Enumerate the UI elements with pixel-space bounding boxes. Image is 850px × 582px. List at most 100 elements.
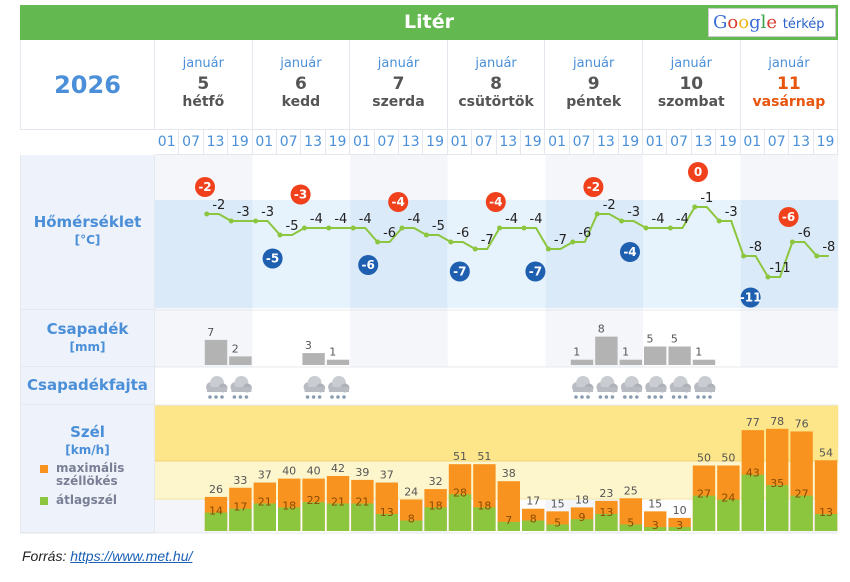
wind-avg-value: 13: [599, 506, 613, 519]
day-month: január: [377, 56, 420, 71]
hour-label: 01: [545, 130, 570, 155]
precip-label: Csapadék [mm]: [20, 310, 155, 367]
snow-cloud-icon: [206, 376, 228, 399]
snowflake-icon: [610, 395, 615, 399]
wind-gust-value: 76: [795, 417, 809, 430]
temperature-value: -7: [481, 233, 494, 248]
google-map-link[interactable]: Google térkép: [708, 8, 836, 37]
wind-avg-bar: [790, 495, 813, 531]
max-temp-value: -6: [782, 210, 795, 224]
wind-gust-value: 15: [551, 497, 565, 510]
hour-label: 01: [350, 130, 375, 155]
day-month: január: [573, 56, 615, 71]
temperature-line: [206, 206, 829, 278]
precip-value: 1: [622, 346, 629, 359]
hour-label: 01: [252, 130, 277, 155]
temperature-value: -7: [554, 233, 567, 248]
location-title: Litér: [20, 5, 838, 40]
snowflake-icon: [623, 395, 627, 399]
cloud-part: [573, 387, 593, 392]
snow-cloud-icon: [230, 376, 252, 399]
max-temp-value: -4: [392, 195, 405, 209]
hour-label: 19: [521, 130, 546, 155]
temperature-value: -4: [530, 212, 543, 227]
snowflake-icon: [580, 395, 584, 399]
snowflake-icon: [671, 395, 676, 399]
wind-gust-value: 25: [624, 484, 638, 497]
temperature-value: -6: [383, 226, 396, 241]
wind-gust-value: 33: [233, 474, 247, 487]
max-temp-badge: [485, 192, 506, 212]
wind-avg-value: 43: [746, 467, 760, 480]
below-zero-band: [447, 200, 546, 308]
wind-avg-value: 18: [477, 499, 491, 512]
snowflake-icon: [214, 395, 218, 399]
wind-avg-bar: [766, 485, 789, 531]
wind-gust-value: 32: [429, 475, 443, 488]
max-temp-value: 0: [694, 165, 702, 179]
wind-avg-value: 3: [676, 519, 683, 532]
wind-gust-value: 51: [453, 450, 467, 463]
precip-value: 1: [695, 346, 702, 359]
snow-cloud-icon: [303, 376, 326, 399]
snowflake-icon: [586, 395, 590, 399]
precip-value: 2: [232, 342, 239, 355]
temperature-point: [692, 204, 698, 210]
day-header: január 9 péntek: [545, 40, 643, 130]
year-label: 2026: [20, 40, 155, 130]
temperature-point: [350, 225, 356, 231]
wind-avg-bar: [692, 495, 716, 531]
day-number: 6: [294, 74, 307, 94]
day-weekday: szombat: [657, 94, 725, 110]
wind-avg-value: 22: [307, 494, 321, 507]
wind-avg-value: 21: [355, 495, 369, 508]
hour-label: 19: [716, 130, 741, 155]
temperature-point: [765, 274, 771, 280]
precip-bar: [668, 346, 691, 365]
precip-value: 7: [207, 326, 214, 339]
snowflake-icon: [238, 395, 243, 399]
temperature-point: [667, 225, 673, 231]
temperature-value: -5: [286, 219, 299, 234]
day-number: 7: [392, 74, 405, 94]
cloud-part: [621, 387, 642, 392]
snow-cloud-icon: [669, 376, 692, 399]
max-temp-value: -3: [294, 188, 307, 202]
precip-value: 1: [573, 346, 580, 359]
day-weekday: péntek: [566, 94, 622, 110]
wind-avg-value: 5: [554, 516, 561, 529]
snowflake-icon: [574, 395, 578, 399]
google-logo: Google: [713, 12, 778, 33]
snowflake-icon: [653, 395, 657, 399]
precip-value: 8: [598, 323, 605, 336]
wind-avg-value: 21: [258, 495, 272, 508]
temperature-point: [643, 225, 649, 231]
min-temp-badge: [449, 261, 470, 282]
temperature-value: -3: [261, 205, 274, 220]
min-temp-badge: [620, 242, 640, 262]
wind-avg-bar: [668, 527, 691, 531]
wind-avg-bar: [497, 521, 520, 531]
snowflake-icon: [677, 395, 682, 399]
temperature-value: -4: [652, 212, 665, 227]
source-link[interactable]: https://www.met.hu/: [70, 548, 193, 564]
day-month: január: [182, 56, 224, 71]
min-temp-value: -4: [623, 245, 636, 259]
temperature-point: [301, 225, 307, 231]
wind-strong-band: [155, 405, 839, 461]
temperature-point: [741, 253, 747, 259]
hour-label: 01: [740, 130, 765, 155]
wind-avg-value: 3: [652, 519, 659, 532]
min-temp-value: -7: [529, 265, 542, 279]
snowflake-icon: [696, 395, 700, 399]
temperature-point: [716, 218, 722, 224]
min-temp-badge: [525, 261, 546, 282]
temperature-value: -8: [749, 240, 762, 255]
precip-bar: [570, 359, 594, 365]
wind-avg-value: 28: [453, 486, 467, 499]
snowflake-icon: [604, 395, 609, 399]
cloud-part: [329, 387, 349, 392]
min-temp-badge: [358, 255, 379, 275]
snowflake-icon: [647, 395, 651, 399]
